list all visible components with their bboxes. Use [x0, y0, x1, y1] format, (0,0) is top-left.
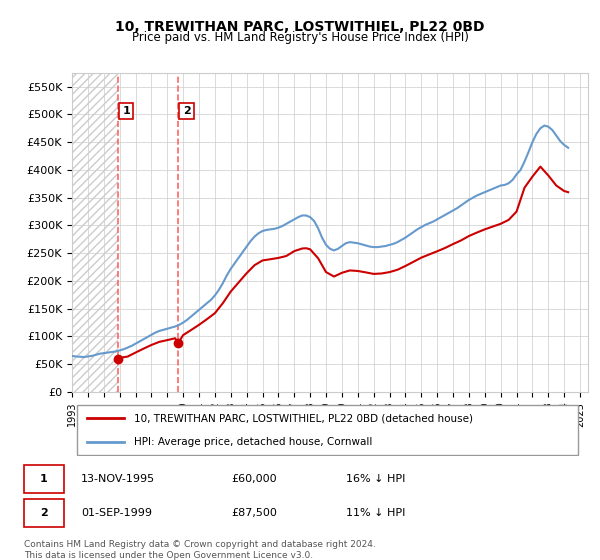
Text: Price paid vs. HM Land Registry's House Price Index (HPI): Price paid vs. HM Land Registry's House … [131, 31, 469, 44]
Polygon shape [72, 73, 118, 392]
Text: 1: 1 [40, 474, 47, 484]
Text: 2: 2 [182, 106, 190, 116]
Text: 13-NOV-1995: 13-NOV-1995 [81, 474, 155, 484]
Text: 11% ↓ HPI: 11% ↓ HPI [346, 508, 406, 518]
Text: Contains HM Land Registry data © Crown copyright and database right 2024.
This d: Contains HM Land Registry data © Crown c… [24, 540, 376, 560]
Text: 1: 1 [122, 106, 130, 116]
FancyBboxPatch shape [23, 500, 64, 527]
FancyBboxPatch shape [77, 405, 578, 455]
Text: 2: 2 [40, 508, 47, 518]
Text: 10, TREWITHAN PARC, LOSTWITHIEL, PL22 0BD (detached house): 10, TREWITHAN PARC, LOSTWITHIEL, PL22 0B… [134, 413, 473, 423]
Text: HPI: Average price, detached house, Cornwall: HPI: Average price, detached house, Corn… [134, 436, 372, 446]
Text: 16% ↓ HPI: 16% ↓ HPI [346, 474, 406, 484]
Text: 10, TREWITHAN PARC, LOSTWITHIEL, PL22 0BD: 10, TREWITHAN PARC, LOSTWITHIEL, PL22 0B… [115, 20, 485, 34]
Text: £60,000: £60,000 [231, 474, 277, 484]
Text: 01-SEP-1999: 01-SEP-1999 [81, 508, 152, 518]
Text: £87,500: £87,500 [231, 508, 277, 518]
FancyBboxPatch shape [23, 465, 64, 493]
